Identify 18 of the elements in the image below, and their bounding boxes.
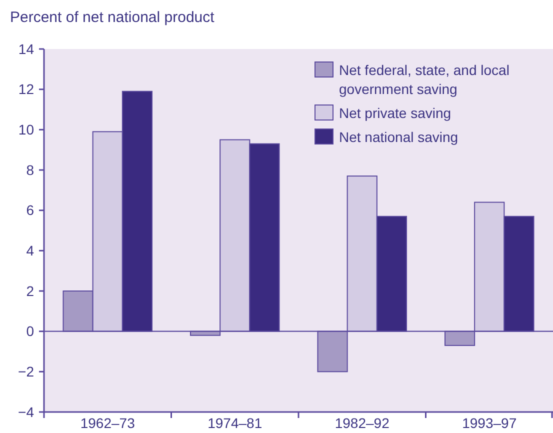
y-tick-label: 4 [26,242,34,259]
y-tick-label: −4 [18,404,34,420]
legend-label: Net national saving [339,129,458,145]
legend-label: Net private saving [339,105,452,121]
legend-label: Net federal, state, and local government saving [339,62,510,97]
x-tick-label: 1974–81 [208,415,262,431]
x-tick-label: 1982–92 [334,415,390,431]
y-tick-label: 12 [18,81,34,98]
y-tick-label: 2 [26,282,34,299]
y-tick-label: 0 [26,323,34,340]
y-axis-title: Percent of net national product [10,9,216,26]
x-tick-label: 1993–97 [462,415,517,431]
y-tick-label: 8 [26,162,34,178]
y-tick-label: −2 [18,364,34,380]
y-tick-label: 6 [26,202,34,218]
x-tick-label: 1962–73 [80,415,136,431]
y-tick-label: 14 [18,40,34,57]
y-tick-label: 10 [18,122,34,138]
